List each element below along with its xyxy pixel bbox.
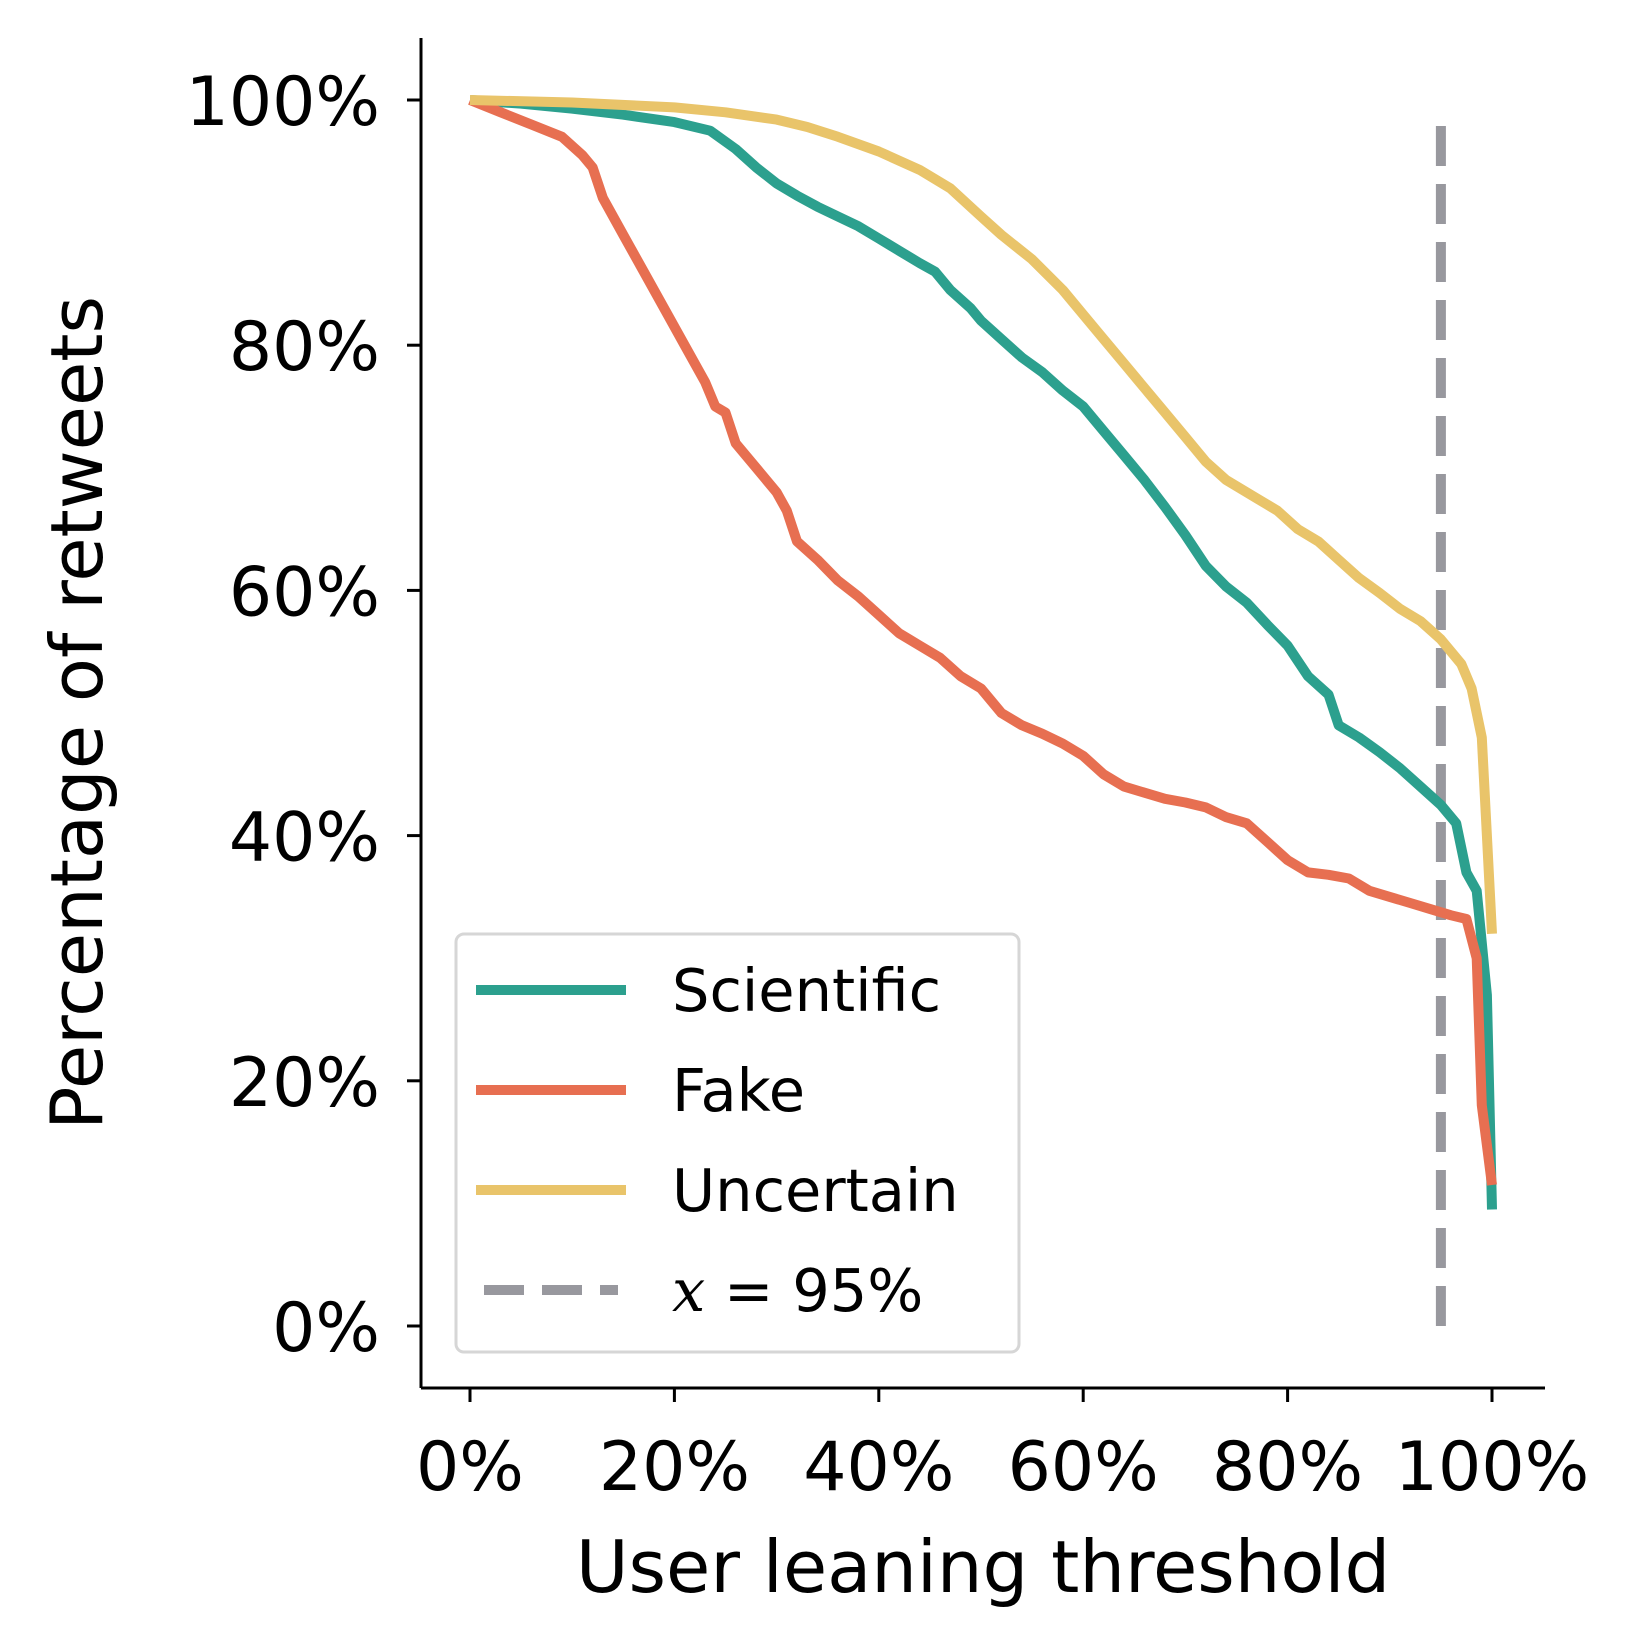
- plot-lines: [468, 95, 1497, 1326]
- x-axis-title: User leaning threshold: [576, 1525, 1390, 1609]
- y-axis-title: Percentage of retweets: [35, 296, 119, 1130]
- y-tick-label: 0%: [272, 1289, 380, 1368]
- y-tick-label: 60%: [229, 553, 380, 632]
- y-tick-label: 100%: [186, 63, 380, 142]
- legend-label-threshold: x = 95%: [672, 1256, 923, 1325]
- legend-label-uncertain: Uncertain: [672, 1156, 959, 1225]
- axes: [419, 38, 1545, 1390]
- series-line-scientific: [469, 95, 1497, 1210]
- legend-label-scientific: Scientific: [672, 956, 941, 1025]
- legend-label-fake: Fake: [672, 1056, 805, 1125]
- y-tick-label: 40%: [229, 799, 380, 878]
- x-tick-label: 40%: [803, 1428, 954, 1507]
- x-tick-label: 60%: [1008, 1428, 1159, 1507]
- series-line-uncertain: [469, 95, 1497, 934]
- y-tick-label: 20%: [229, 1044, 380, 1123]
- x-tick-label: 100%: [1395, 1428, 1589, 1507]
- x-tick-label: 80%: [1212, 1428, 1363, 1507]
- legend: Scientific Fake Uncertain x = 95%: [454, 932, 1021, 1354]
- ticks: 0% 20% 40% 60% 80% 100% 0% 20% 40% 60% 80% 100%: [186, 63, 1590, 1507]
- x-tick-label: 0%: [416, 1428, 524, 1507]
- x-tick-label: 20%: [599, 1428, 750, 1507]
- y-tick-label: 80%: [229, 308, 380, 387]
- legend-frame: [454, 932, 1021, 1354]
- series-line-fake: [468, 95, 1497, 1186]
